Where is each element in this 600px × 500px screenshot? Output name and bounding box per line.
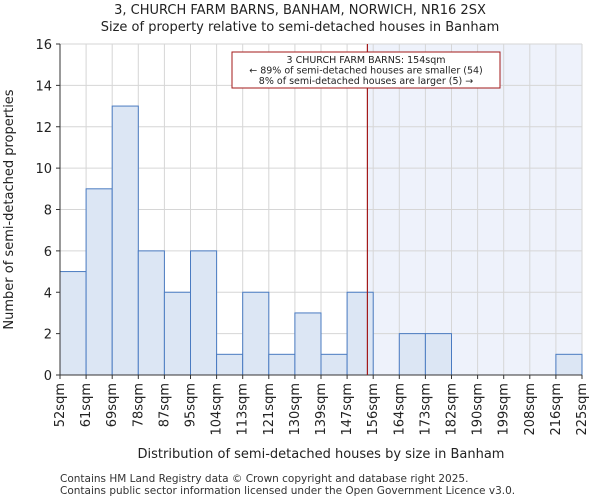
histogram-bar (242, 291, 270, 376)
annotation-line: 3 CHURCH FARM BARNS: 154sqm (287, 55, 446, 66)
x-tick-label: 199sqm (497, 383, 512, 436)
y-tick-label: 10 (35, 162, 52, 177)
x-tick-label: 190sqm (471, 383, 486, 436)
annotation-line: ← 89% of semi-detached houses are smalle… (249, 66, 483, 77)
x-tick-label: 139sqm (314, 383, 329, 436)
footer-copyright: Contains HM Land Registry data © Crown c… (60, 473, 469, 485)
x-tick-label: 147sqm (340, 383, 355, 436)
chart-title: 3, CHURCH FARM BARNS, BANHAM, NORWICH, N… (114, 3, 486, 18)
histogram-chart: 0 2 4 6 8 10 12 14 16 52sqm 61sqm 69sqm 78sqm 87sqm 95… (2, 38, 590, 462)
x-axis-label: Distribution of semi-detached houses by … (138, 447, 505, 462)
x-tick-label: 95sqm (184, 383, 199, 427)
x-tick-label: 78sqm (131, 383, 146, 427)
histogram-bar (346, 291, 374, 376)
y-tick-label: 12 (35, 121, 52, 136)
y-tick-label: 0 (44, 369, 52, 384)
y-axis-label: Number of semi-detached properties (2, 89, 17, 329)
histogram-bar (59, 271, 87, 376)
y-tick-label: 16 (35, 38, 52, 53)
x-tick-label: 69sqm (105, 383, 120, 427)
y-tick-label: 4 (44, 286, 52, 301)
histogram-bar (163, 291, 191, 376)
y-tick-label: 8 (44, 204, 52, 219)
x-tick-label: 182sqm (445, 383, 460, 436)
histogram-bar (294, 312, 322, 376)
x-tick-label: 156sqm (366, 383, 381, 436)
x-tick-label: 173sqm (418, 383, 433, 436)
histogram-bar (137, 250, 165, 376)
y-tick-label: 2 (44, 328, 52, 343)
histogram-bar (190, 250, 218, 376)
histogram-bar (85, 188, 113, 376)
y-tick-label: 14 (35, 79, 52, 94)
x-tick-label: 130sqm (288, 383, 303, 436)
footer-licence: Contains public sector information licen… (60, 485, 516, 497)
histogram-bar (320, 353, 348, 376)
x-tick-label: 208sqm (523, 383, 538, 436)
annotation-box (231, 51, 501, 89)
histogram-bar (555, 353, 583, 376)
x-tick-label: 113sqm (236, 383, 251, 436)
histogram-bar (398, 333, 426, 376)
y-tick-label: 6 (44, 245, 52, 260)
x-tick-label: 121sqm (262, 383, 277, 436)
x-tick-label: 104sqm (210, 383, 225, 436)
x-tick-label: 61sqm (79, 383, 94, 427)
histogram-bar (268, 353, 296, 376)
x-tick-label: 52sqm (53, 383, 68, 427)
x-tick-label: 87sqm (157, 383, 172, 427)
annotation-line: 8% of semi-detached houses are larger (5… (259, 76, 473, 87)
x-tick-label: 164sqm (392, 383, 407, 436)
histogram-bar (111, 105, 139, 376)
histogram-bar (424, 333, 452, 376)
histogram-bar (216, 353, 244, 376)
x-tick-label: 225sqm (575, 383, 590, 436)
chart-subtitle: Size of property relative to semi-detach… (100, 20, 500, 35)
x-tick-label: 216sqm (549, 383, 564, 436)
